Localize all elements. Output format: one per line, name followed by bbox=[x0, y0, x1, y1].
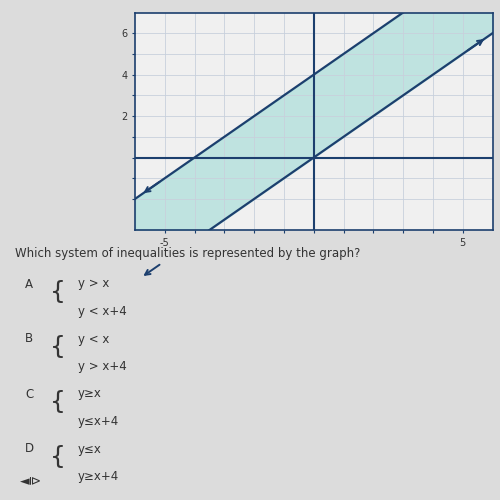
Text: D: D bbox=[25, 442, 34, 456]
Text: y≤x: y≤x bbox=[78, 442, 102, 456]
Text: y≤x+4: y≤x+4 bbox=[78, 415, 119, 428]
Text: {: { bbox=[50, 335, 66, 359]
Text: y > x+4: y > x+4 bbox=[78, 360, 126, 373]
Text: y≥x+4: y≥x+4 bbox=[78, 470, 119, 483]
Text: {: { bbox=[50, 280, 66, 304]
Text: {: { bbox=[50, 445, 66, 469]
Text: Which system of inequalities is represented by the graph?: Which system of inequalities is represen… bbox=[15, 248, 360, 260]
Text: B: B bbox=[25, 332, 33, 345]
Text: y≥x: y≥x bbox=[78, 388, 102, 400]
Text: C: C bbox=[25, 388, 33, 400]
Text: y < x: y < x bbox=[78, 332, 109, 345]
Text: y > x: y > x bbox=[78, 278, 109, 290]
Text: ◄⧐: ◄⧐ bbox=[20, 474, 42, 488]
Text: A: A bbox=[25, 278, 33, 290]
Text: y < x+4: y < x+4 bbox=[78, 305, 126, 318]
Text: {: { bbox=[50, 390, 66, 414]
